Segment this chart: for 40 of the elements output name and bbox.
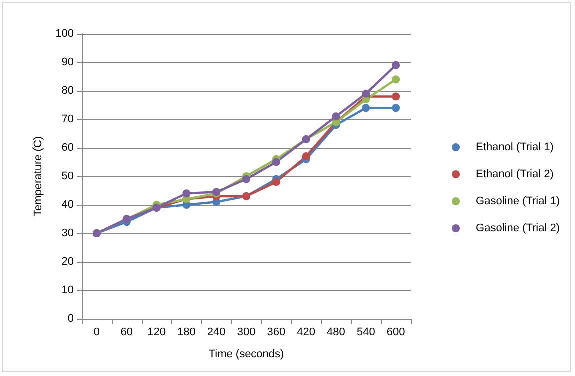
x-tick-label: 120 [148, 326, 166, 338]
point [392, 104, 400, 112]
x-tick-label: 600 [386, 326, 406, 338]
y-tick-label: 10 [62, 284, 74, 296]
y-tick-label: 50 [62, 170, 74, 182]
legend-label: Ethanol (Trial 1) [476, 142, 554, 154]
x-tick-label: 0 [94, 326, 100, 338]
point [272, 158, 280, 166]
x-tick-label: 300 [237, 326, 256, 338]
y-tick-label: 40 [62, 199, 74, 211]
point [242, 175, 250, 184]
point [182, 190, 191, 198]
point [362, 104, 370, 112]
x-tick-label: 180 [178, 326, 196, 338]
point [302, 152, 310, 161]
y-axis-title: Temperature (̊C) [32, 136, 44, 217]
y-tick-label: 0 [68, 313, 74, 325]
x-tick-label: 60 [120, 326, 133, 338]
point [392, 92, 400, 101]
x-tick-label: 540 [356, 326, 376, 338]
y-tick-label: 30 [62, 228, 74, 240]
y-tick-label: 100 [56, 28, 74, 40]
legend-label: Gasoline (Trial 1) [476, 196, 560, 208]
legend-label: Gasoline (Trial 2) [476, 222, 560, 234]
point [332, 112, 340, 121]
point [362, 90, 370, 98]
point [272, 178, 280, 186]
y-tick-label: 60 [62, 142, 74, 154]
y-tick-label: 70 [62, 114, 74, 126]
x-tick-label: 420 [297, 326, 316, 338]
point [392, 61, 400, 70]
point [392, 76, 400, 84]
y-tick-label: 80 [62, 85, 74, 97]
x-tick-label: 480 [327, 326, 346, 338]
legend-label: Ethanol (Trial 2) [476, 168, 554, 180]
y-tick-label: 90 [62, 56, 74, 68]
x-tick-label: 360 [267, 326, 286, 338]
x-axis-title: Time (seconds) [208, 348, 284, 360]
x-tick-label: 240 [207, 326, 226, 338]
y-tick-label: 20 [62, 256, 74, 268]
